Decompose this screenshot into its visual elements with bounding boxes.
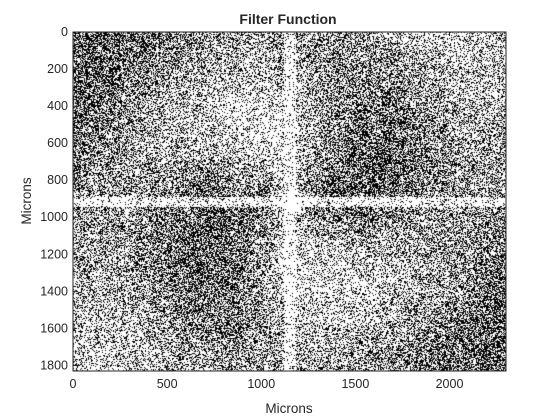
plot-frame	[72, 31, 507, 372]
y-tick-label: 1000	[40, 210, 68, 224]
y-tick-label: 1800	[40, 358, 68, 372]
x-axis-label: Microns	[265, 401, 313, 416]
y-tick-label: 0	[61, 25, 68, 39]
y-tick-label: 1400	[40, 284, 68, 298]
x-tick-label: 2000	[436, 377, 464, 391]
y-tick-label: 400	[47, 99, 68, 113]
x-tick-label: 1000	[247, 377, 275, 391]
x-tick-label: 0	[70, 377, 77, 391]
y-tick-label: 800	[47, 173, 68, 187]
y-tick-label: 1600	[40, 321, 68, 335]
filter-heatmap-image	[73, 32, 506, 371]
y-axis-label: Microns	[19, 177, 34, 225]
y-tick-label: 1200	[40, 247, 68, 261]
y-tick-label: 200	[47, 62, 68, 76]
y-axis-ticks: 0 200 400 600 800 1000 1200 1400 1600 1800	[40, 25, 506, 372]
chart-title: Filter Function	[239, 11, 336, 27]
x-tick-label: 500	[157, 377, 178, 391]
x-axis-ticks: 0 500 1000 1500 2000	[70, 32, 464, 391]
y-tick-label: 600	[47, 136, 68, 150]
x-tick-label: 1500	[341, 377, 369, 391]
